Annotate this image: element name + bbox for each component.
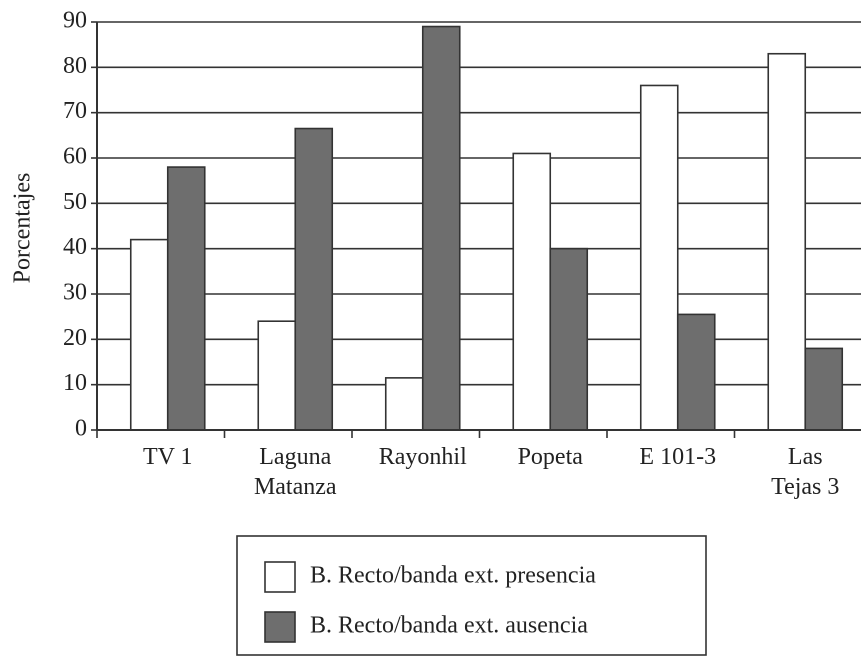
bar — [129, 238, 169, 431]
bar — [166, 166, 206, 431]
bar — [384, 377, 424, 431]
y-tick-label: 30 — [63, 280, 87, 306]
legend-label: B. Recto/banda ext. presencia — [310, 563, 596, 589]
bar — [257, 320, 297, 431]
legend-swatch — [264, 611, 296, 643]
x-tick-label: Popeta — [517, 444, 583, 470]
legend-label: B. Recto/banda ext. ausencia — [310, 613, 588, 639]
x-tick-label: Las Tejas 3 — [771, 444, 840, 500]
y-tick-label: 40 — [63, 234, 87, 260]
y-tick-label: 70 — [63, 98, 87, 124]
legend-swatch — [264, 561, 296, 593]
x-tick-label: Laguna Matanza — [253, 444, 337, 500]
bar — [804, 347, 844, 431]
y-tick-label: 20 — [63, 325, 87, 351]
bar — [767, 52, 807, 431]
x-tick-label: TV 1 — [142, 444, 193, 470]
y-tick-label: 10 — [63, 370, 87, 396]
y-tick-label: 50 — [63, 189, 87, 215]
bar — [421, 25, 461, 431]
y-axis-label: Porcentajes — [10, 173, 36, 284]
x-tick-label: E 101-3 — [639, 444, 717, 470]
bar — [549, 247, 589, 431]
y-tick-label: 0 — [75, 416, 87, 442]
bar — [676, 313, 716, 431]
bar — [512, 152, 552, 431]
bar — [294, 127, 334, 431]
legend-box — [236, 535, 707, 656]
x-tick-label: Rayonhil — [378, 444, 467, 470]
bar — [639, 84, 679, 431]
y-tick-label: 90 — [63, 8, 87, 34]
y-tick-label: 80 — [63, 53, 87, 79]
y-tick-label: 60 — [63, 144, 87, 170]
